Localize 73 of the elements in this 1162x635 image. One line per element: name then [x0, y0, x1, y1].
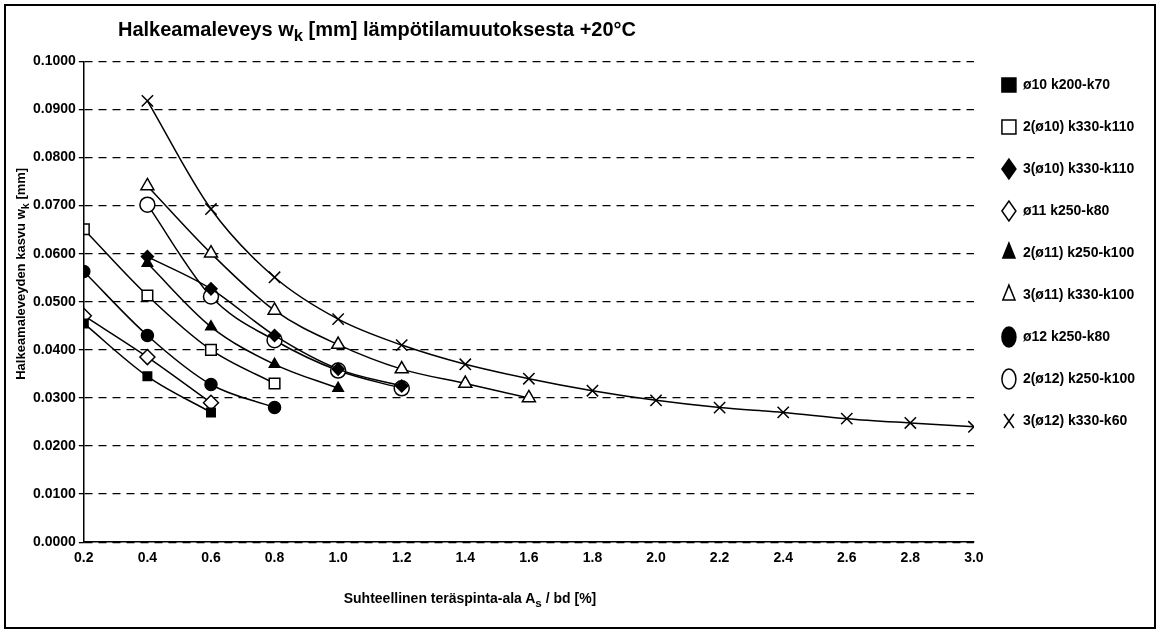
x-tick-label: 0.4 — [137, 549, 158, 566]
x-tick-label: 0.2 — [74, 549, 94, 566]
point — [142, 371, 153, 382]
point — [649, 393, 663, 407]
x-tick-label: 1.2 — [391, 549, 412, 566]
x-tick-label: 2.2 — [709, 549, 730, 566]
x-tick-label: 2.6 — [837, 549, 857, 566]
point — [204, 202, 218, 216]
point — [140, 328, 155, 343]
point — [395, 338, 409, 352]
y-tick-label: 0.0400 — [32, 340, 77, 357]
point — [268, 377, 281, 390]
legend-label: 3(ø11) k330-k100 — [1022, 285, 1135, 302]
legend-label: 3(ø10) k330-k110 — [1022, 159, 1135, 176]
point — [394, 379, 409, 393]
point — [394, 360, 409, 374]
point — [776, 405, 790, 419]
point — [203, 244, 219, 258]
point — [205, 320, 217, 331]
y-tick-label: 0.0200 — [32, 436, 77, 453]
x-axis-title: Suhteellinen teräspinta-ala A$_{s}$ / bd [%] — [342, 590, 598, 609]
point — [522, 372, 536, 386]
point — [331, 312, 345, 326]
chart-title: Halkeamaleveys w$_{k}$ [mm] lämpötilamuutoksesta +20°C — [118, 18, 637, 46]
legend-label: 2(ø12) k250-k100 — [1022, 369, 1136, 386]
point — [458, 375, 473, 389]
x-tick-label: 1.6 — [519, 549, 539, 566]
legend-label: 2(ø11) k250-k100 — [1022, 243, 1135, 260]
point — [713, 401, 727, 414]
legend-label: 2(ø10) k330-k110 — [1022, 117, 1135, 134]
point — [139, 196, 156, 213]
legend-label: ø11 k250-k80 — [1022, 201, 1110, 218]
y-tick-label: 0.0300 — [32, 388, 77, 405]
x-tick-label: 1.8 — [582, 549, 603, 566]
point — [140, 177, 155, 191]
y-tick-label: 0.0000 — [32, 533, 77, 550]
point — [204, 343, 218, 356]
point — [903, 416, 917, 430]
point — [267, 302, 282, 315]
point — [139, 348, 156, 366]
y-tick-label: 0.0500 — [32, 292, 77, 309]
point — [332, 381, 345, 393]
point — [586, 384, 599, 398]
y-tick-label: 0.0700 — [32, 196, 77, 213]
x-tick-label: 2.8 — [900, 549, 921, 566]
legend-label: ø10 k200-k70 — [1022, 75, 1111, 92]
x-tick-label: 0.6 — [201, 549, 221, 566]
x-tick-label: 1.0 — [328, 549, 349, 566]
x-tick-label: 2.4 — [773, 549, 794, 566]
y-tick-label: 0.1000 — [32, 52, 77, 69]
point — [840, 412, 854, 426]
point — [521, 389, 537, 403]
x-tick-label: 3.0 — [964, 549, 984, 566]
y-tick-label: 0.0100 — [32, 484, 77, 501]
point — [204, 282, 218, 296]
point — [141, 289, 154, 302]
x-tick-label: 2.0 — [646, 549, 666, 566]
y-tick-label: 0.0600 — [32, 244, 77, 261]
point — [140, 94, 154, 108]
legend-label: ø12 k250-k80 — [1022, 327, 1111, 344]
point — [267, 400, 282, 415]
x-tick-label: 0.8 — [264, 549, 285, 566]
point — [268, 357, 281, 369]
point — [204, 377, 218, 392]
point — [330, 336, 346, 350]
legend-label: 3(ø12) k330-k60 — [1022, 411, 1128, 428]
y-tick-label: 0.0900 — [32, 100, 77, 117]
point — [267, 328, 282, 343]
y-tick-label: 0.0800 — [32, 148, 77, 165]
point — [268, 270, 281, 284]
x-tick-label: 1.4 — [455, 549, 476, 566]
point — [205, 407, 216, 418]
point — [458, 357, 472, 371]
